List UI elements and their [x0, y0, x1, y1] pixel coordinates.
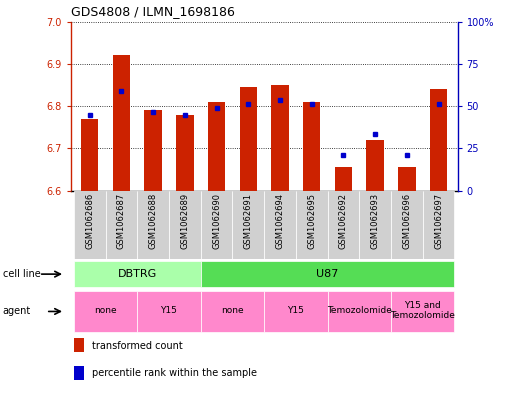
Text: cell line: cell line: [3, 269, 40, 279]
Bar: [106, 191, 137, 259]
Bar: [391, 291, 454, 332]
Bar: [327, 191, 359, 259]
Bar: [303, 102, 321, 191]
Bar: [74, 261, 201, 287]
Bar: [430, 89, 447, 191]
Text: GSM1062696: GSM1062696: [402, 193, 412, 249]
Bar: [74, 338, 84, 352]
Text: transformed count: transformed count: [92, 341, 183, 351]
Text: U87: U87: [316, 268, 339, 279]
Text: none: none: [94, 306, 117, 315]
Bar: [335, 167, 352, 191]
Text: agent: agent: [3, 307, 31, 316]
Bar: [81, 119, 98, 191]
Bar: [208, 102, 225, 191]
Bar: [74, 291, 137, 332]
Text: GDS4808 / ILMN_1698186: GDS4808 / ILMN_1698186: [71, 5, 234, 18]
Text: Y15: Y15: [161, 306, 177, 315]
Bar: [74, 366, 84, 380]
Bar: [232, 191, 264, 259]
Bar: [327, 291, 391, 332]
Text: GSM1062693: GSM1062693: [371, 193, 380, 249]
Text: Y15: Y15: [288, 306, 304, 315]
Text: Temozolomide: Temozolomide: [327, 306, 392, 315]
Text: GSM1062697: GSM1062697: [434, 193, 443, 249]
Text: GSM1062688: GSM1062688: [149, 193, 157, 249]
Text: GSM1062692: GSM1062692: [339, 193, 348, 249]
Bar: [296, 191, 327, 259]
Bar: [367, 140, 384, 191]
Bar: [201, 261, 454, 287]
Bar: [423, 191, 454, 259]
Bar: [201, 291, 264, 332]
Text: Y15 and
Temozolomide: Y15 and Temozolomide: [390, 301, 455, 320]
Bar: [398, 167, 416, 191]
Bar: [264, 291, 327, 332]
Text: GSM1062687: GSM1062687: [117, 193, 126, 249]
Bar: [264, 191, 296, 259]
Text: GSM1062695: GSM1062695: [307, 193, 316, 249]
Bar: [176, 114, 194, 191]
Text: GSM1062689: GSM1062689: [180, 193, 189, 249]
Bar: [271, 85, 289, 191]
Text: none: none: [221, 306, 244, 315]
Bar: [240, 87, 257, 191]
Bar: [169, 191, 201, 259]
Bar: [359, 191, 391, 259]
Bar: [137, 191, 169, 259]
Text: GSM1062686: GSM1062686: [85, 193, 94, 249]
Bar: [137, 291, 201, 332]
Bar: [144, 110, 162, 191]
Text: GSM1062694: GSM1062694: [276, 193, 285, 249]
Text: DBTRG: DBTRG: [118, 268, 157, 279]
Bar: [112, 55, 130, 191]
Text: GSM1062690: GSM1062690: [212, 193, 221, 249]
Text: GSM1062691: GSM1062691: [244, 193, 253, 249]
Text: percentile rank within the sample: percentile rank within the sample: [92, 368, 257, 378]
Bar: [74, 191, 106, 259]
Bar: [201, 191, 232, 259]
Bar: [391, 191, 423, 259]
